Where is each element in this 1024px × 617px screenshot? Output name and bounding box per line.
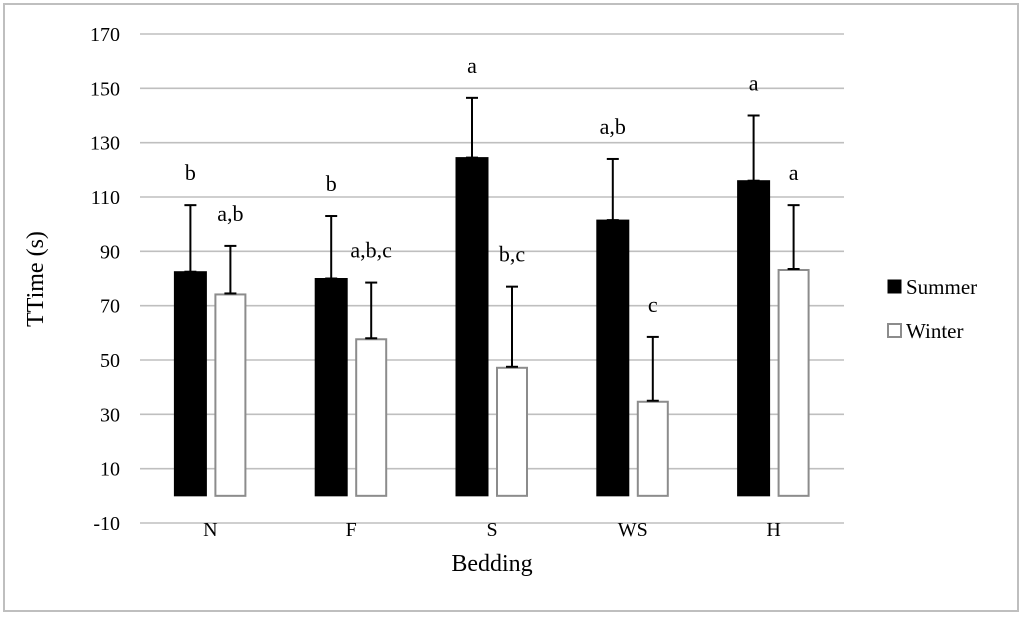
significance-label: a (789, 160, 799, 185)
y-tick-label: 70 (100, 296, 120, 318)
y-tick-label: -10 (93, 513, 120, 535)
significance-label: a (749, 71, 759, 96)
y-tick-labels: -10 10 30 50 70 90 110 130 150 170 (90, 24, 120, 535)
significance-label: a,b (600, 114, 626, 139)
significance-label: a,b (217, 201, 243, 226)
x-axis-title: Bedding (451, 551, 532, 577)
summer-bar (314, 278, 348, 497)
winter-legend-swatch (887, 323, 902, 338)
bars (173, 157, 810, 497)
winter-bar (355, 338, 388, 497)
y-tick-label: 170 (90, 24, 120, 46)
summer-legend-swatch (887, 279, 902, 294)
y-tick-label: 90 (100, 241, 120, 263)
significance-label: b (326, 171, 337, 196)
significance-label: c (648, 292, 658, 317)
y-tick-label: 130 (90, 133, 120, 155)
x-tick-label: N (203, 519, 217, 541)
y-tick-label: 50 (100, 350, 120, 372)
x-tick-labels: N F S WS H (203, 519, 781, 541)
gridlines (140, 33, 844, 524)
winter-bar (496, 366, 528, 497)
significance-label: b (185, 160, 196, 185)
significance-label: a (467, 53, 477, 78)
winter-bar (636, 400, 669, 497)
significance-label: b,c (499, 242, 526, 267)
x-tick-label: F (346, 519, 357, 541)
legend-label: Summer (906, 275, 977, 299)
legend: Summer Winter (887, 275, 977, 343)
y-tick-label: 10 (100, 459, 120, 481)
legend-label: Winter (906, 319, 963, 343)
winter-bar (214, 293, 247, 497)
significance-labels: b a,b b a,b,c a b,c a,b c a a (185, 53, 799, 317)
summer-bar (455, 157, 489, 497)
summer-bar (737, 180, 771, 497)
y-tick-label: 110 (91, 187, 120, 209)
error-bars (184, 96, 800, 402)
winter-bar (777, 268, 810, 497)
y-axis-title: TTime (s) (23, 231, 49, 327)
x-tick-label: S (486, 519, 497, 541)
y-tick-label: 150 (90, 78, 120, 100)
summer-bar (596, 219, 630, 497)
significance-label: a,b,c (350, 238, 392, 263)
summer-bar (173, 271, 207, 497)
x-tick-label: H (766, 519, 780, 541)
x-tick-label: WS (618, 519, 648, 541)
y-tick-label: 30 (100, 404, 120, 426)
